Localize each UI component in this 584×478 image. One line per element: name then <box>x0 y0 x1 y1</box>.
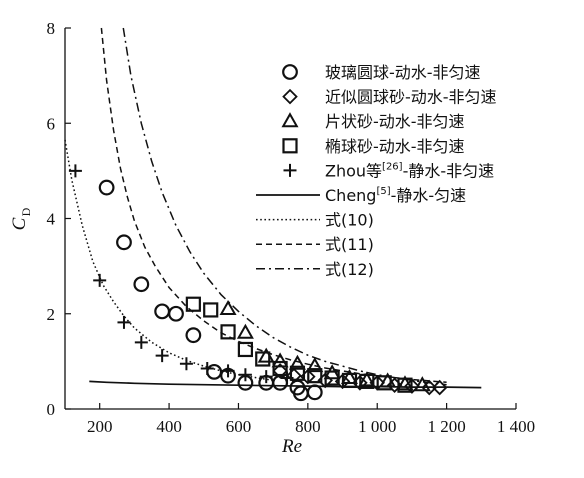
data-point-square <box>220 324 236 340</box>
x-tick-label: 1 400 <box>497 417 535 436</box>
x-tick-label: 400 <box>156 417 182 436</box>
y-tick-label: 0 <box>47 400 56 419</box>
legend-marker-triangle <box>281 112 299 128</box>
data-point-plus <box>221 364 235 378</box>
data-point-circle <box>306 384 323 401</box>
chart-points <box>68 164 448 402</box>
x-tick-label: 800 <box>295 417 321 436</box>
y-axis-label: C <box>9 217 30 230</box>
x-tick-label: 600 <box>226 417 252 436</box>
x-axis-label: Re <box>281 436 302 457</box>
legend-label: 近似圆球砂-动水-非匀速 <box>325 88 497 107</box>
data-point-square <box>289 365 306 381</box>
chart-axis-labels: Re C D <box>9 207 302 457</box>
legend-label: 式(11) <box>325 235 374 254</box>
data-point-triangle <box>340 369 358 385</box>
data-point-square <box>376 375 392 391</box>
data-point-triangle <box>413 376 431 392</box>
data-point-plus <box>238 368 252 382</box>
data-point-circle <box>206 363 223 380</box>
data-point-circle <box>98 179 115 196</box>
legend-marker-square <box>282 138 298 154</box>
data-point-triangle <box>271 352 289 368</box>
data-point-triangle <box>358 371 376 387</box>
data-point-triangle <box>396 375 414 391</box>
y-tick-label: 4 <box>47 210 56 229</box>
data-point-diamond <box>286 367 302 384</box>
data-point-square <box>237 341 253 358</box>
legend-label: 式(10) <box>325 211 374 230</box>
legend-label: 片状砂-动水-非匀速 <box>325 112 465 131</box>
legend-label: Cheng[5]-静水-匀速 <box>325 186 466 205</box>
data-point-triangle <box>288 354 306 370</box>
data-point-circle <box>116 234 132 251</box>
data-point-plus <box>179 357 193 371</box>
data-point-square <box>341 372 358 389</box>
data-point-triangle <box>219 299 237 315</box>
data-point-square <box>203 302 219 318</box>
data-point-plus <box>200 362 214 376</box>
data-point-diamond <box>431 379 448 396</box>
legend-marker-plus <box>283 163 297 177</box>
y-axis-label-subscript: D <box>19 207 33 216</box>
data-point-square <box>307 368 323 384</box>
data-point-square <box>397 377 413 393</box>
data-point-plus <box>68 164 82 178</box>
data-point-square <box>185 296 201 312</box>
data-point-circle <box>168 305 184 322</box>
legend-marker-diamond <box>282 88 298 105</box>
y-tick-label: 6 <box>47 114 56 133</box>
y-tick-label: 8 <box>47 19 56 38</box>
data-point-square <box>359 373 375 389</box>
chart-ticks: 200 400 600 800 1 000 1 200 1 400 0 2 4 6 8 <box>47 19 536 436</box>
legend-label: Zhou等[26]-静水-非匀速 <box>325 161 494 180</box>
data-point-plus <box>117 315 131 329</box>
x-tick-label: 200 <box>87 417 113 436</box>
legend-label: 式(12) <box>325 260 374 279</box>
data-point-plus <box>259 370 273 384</box>
x-tick-label: 1 000 <box>358 417 396 436</box>
legend-label: 玻璃圆球-动水-非匀速 <box>325 63 481 82</box>
data-point-plus <box>134 335 148 349</box>
data-point-square <box>272 360 288 377</box>
chart-legend: 玻璃圆球-动水-非匀速近似圆球砂-动水-非匀速片状砂-动水-非匀速椭球砂-动水-… <box>256 63 497 279</box>
data-point-circle <box>154 303 171 320</box>
data-point-square <box>324 370 340 386</box>
data-point-circle <box>133 276 150 293</box>
data-point-diamond <box>421 379 438 396</box>
data-point-square <box>255 351 271 367</box>
data-point-plus <box>155 349 169 363</box>
legend-label: 椭球砂-动水-非匀速 <box>325 137 465 156</box>
curve-dotted <box>64 139 274 382</box>
data-point-triangle <box>236 323 254 339</box>
data-point-plus <box>93 273 107 287</box>
x-tick-label: 1 200 <box>427 417 465 436</box>
data-point-plus <box>280 371 294 385</box>
legend-marker-circle <box>282 64 298 80</box>
y-tick-label: 2 <box>47 305 56 324</box>
data-point-circle <box>185 327 202 344</box>
data-point-triangle <box>306 357 324 373</box>
data-point-diamond <box>272 363 288 379</box>
